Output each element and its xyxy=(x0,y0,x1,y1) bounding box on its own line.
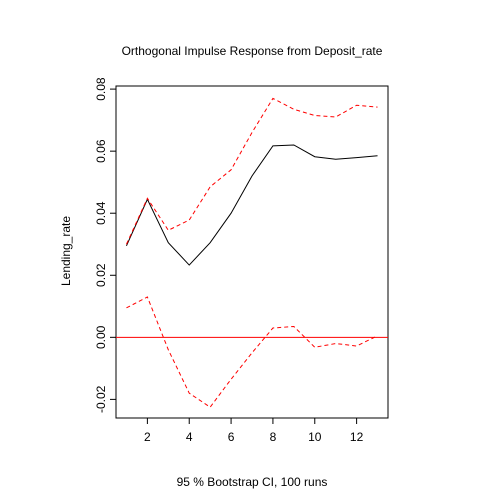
x-tick-label: 4 xyxy=(186,430,193,444)
plot-frame xyxy=(115,85,389,419)
x-tick-label: 12 xyxy=(350,430,364,444)
chart-title: Orthogonal Impulse Response from Deposit… xyxy=(122,44,383,58)
x-tick-label: 8 xyxy=(270,430,277,444)
x-tick-label: 6 xyxy=(228,430,235,444)
y-tick-label: 0.02 xyxy=(94,263,108,287)
x-tick-label: 2 xyxy=(144,430,151,444)
y-tick-label: 0.00 xyxy=(94,325,108,349)
upper-ci-line xyxy=(126,97,378,245)
y-tick-label: 0.04 xyxy=(94,201,108,225)
impulse-response-line xyxy=(126,144,378,266)
plot-area: 2 4 6 8 10 12 -0.02 0.00 0.02 0.04 0.06 0.08 xyxy=(94,77,389,444)
y-tick-label: -0.02 xyxy=(94,385,108,413)
lower-ci-line xyxy=(126,296,378,408)
y-axis-title: Lending_rate xyxy=(59,216,73,286)
y-tick-label: 0.06 xyxy=(94,139,108,163)
x-axis-title: 95 % Bootstrap CI, 100 runs xyxy=(177,475,328,489)
x-tick-label: 10 xyxy=(308,430,322,444)
y-tick-label: 0.08 xyxy=(94,77,108,101)
